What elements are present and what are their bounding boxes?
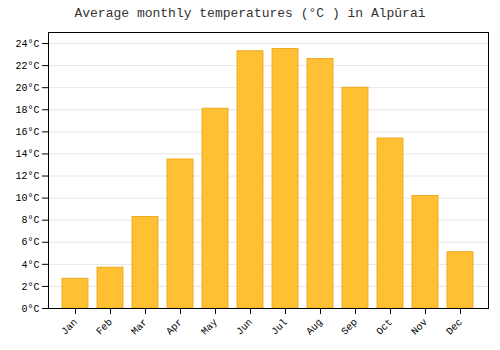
svg-text:Nov: Nov — [409, 317, 430, 338]
svg-text:Jul: Jul — [269, 317, 290, 338]
svg-text:Aug: Aug — [304, 317, 325, 338]
svg-text:Mar: Mar — [129, 317, 150, 338]
svg-text:10°C: 10°C — [15, 193, 39, 204]
svg-text:Sep: Sep — [339, 317, 360, 338]
svg-text:4°C: 4°C — [21, 260, 39, 271]
svg-text:Oct: Oct — [374, 317, 395, 338]
svg-text:Feb: Feb — [94, 317, 115, 338]
html-text:Average monthly temperatures (: Average monthly temperatures (°C ) in Al… — [74, 6, 426, 21]
svg-text:16°C: 16°C — [15, 127, 39, 138]
svg-text:2°C: 2°C — [21, 282, 39, 293]
svg-text:18°C: 18°C — [15, 105, 39, 116]
svg-text:May: May — [199, 317, 220, 338]
svg-text:22°C: 22°C — [15, 61, 39, 72]
svg-text:Apr: Apr — [164, 317, 185, 338]
svg-text:24°C: 24°C — [15, 39, 39, 50]
svg-text:Jun: Jun — [234, 317, 255, 338]
svg-text:0°C: 0°C — [21, 304, 39, 315]
svg-text:20°C: 20°C — [15, 83, 39, 94]
svg-text:12°C: 12°C — [15, 171, 39, 182]
svg-text:8°C: 8°C — [21, 215, 39, 226]
svg-text:6°C: 6°C — [21, 237, 39, 248]
svg-text:Jan: Jan — [59, 317, 80, 338]
svg-text:Dec: Dec — [444, 317, 465, 338]
svg-text:14°C: 14°C — [15, 149, 39, 160]
